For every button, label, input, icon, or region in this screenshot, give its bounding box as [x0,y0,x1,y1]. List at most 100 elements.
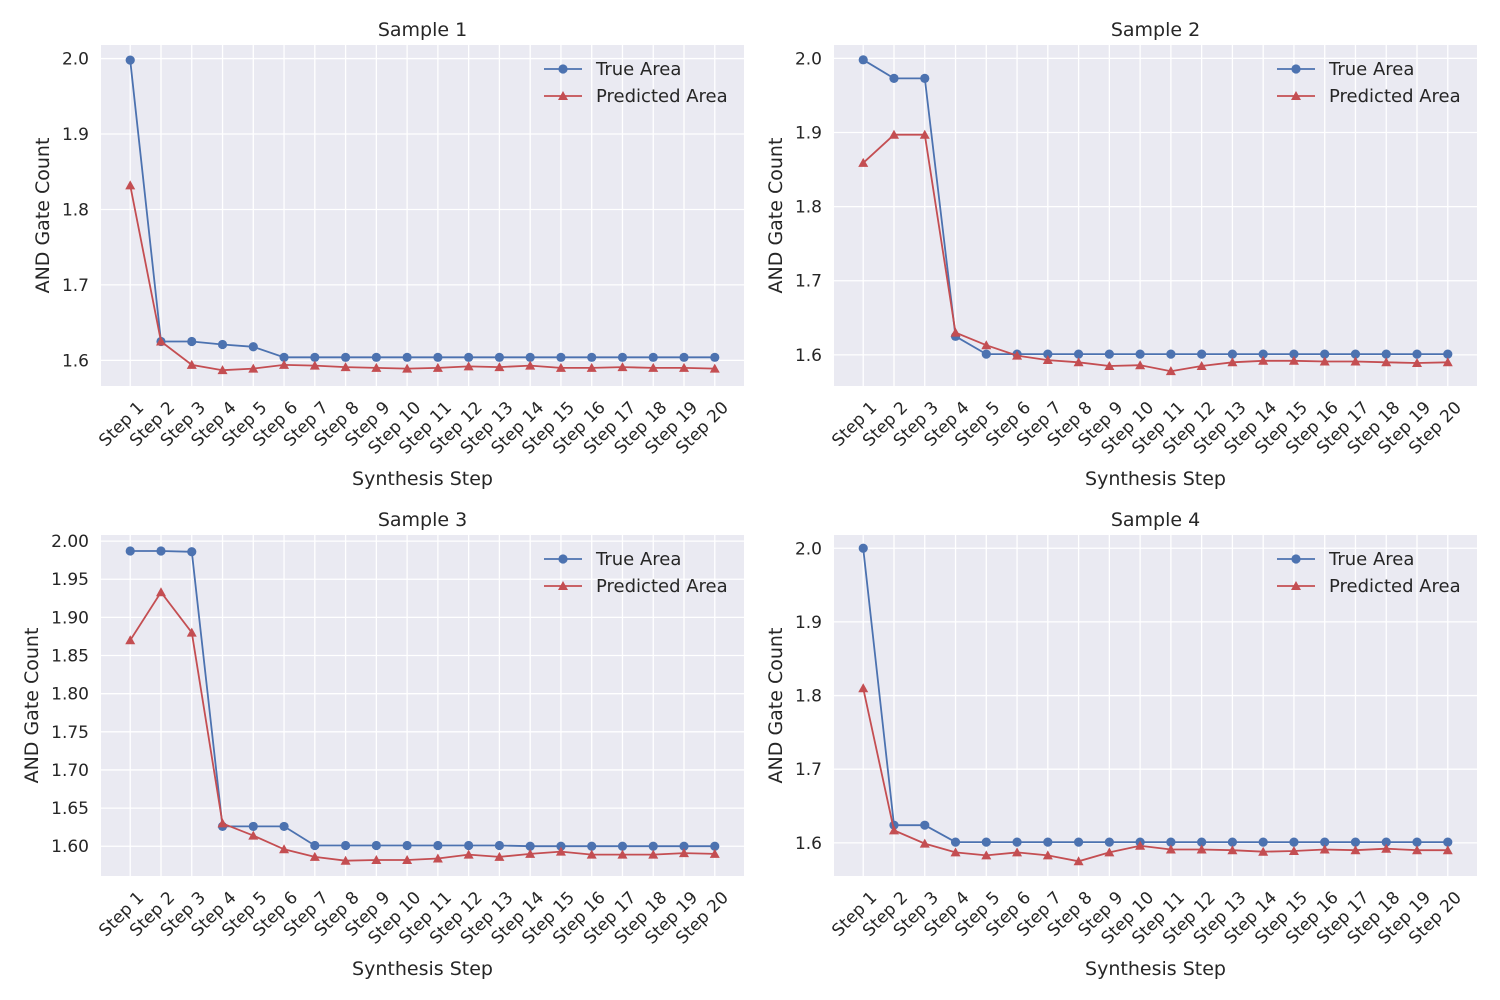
data-point [710,841,720,851]
data-point [1319,356,1330,366]
data-point [464,352,474,362]
data-point [1135,360,1146,370]
y-axis-label: AND Gate Count [21,628,43,784]
data-point [1258,846,1269,856]
data-point [1104,360,1115,370]
data-point [248,363,259,373]
legend: True Area Predicted Area [1277,59,1461,107]
data-point [648,362,659,372]
legend-label: Predicted Area [1329,576,1461,597]
data-point [279,844,290,854]
data-point [1073,856,1084,866]
data-point [1166,837,1176,847]
data-point [1043,837,1053,847]
y-tick-label: 1.6 [62,351,89,371]
data-point [279,359,290,369]
y-tick-label: 2.0 [62,50,89,70]
data-point [1350,837,1361,847]
legend-marker [558,581,568,590]
data-point [1042,850,1053,860]
data-point [371,854,382,864]
data-point [679,362,690,372]
legend-label: True Area [1328,549,1414,570]
y-tick-label: 1.8 [62,200,89,220]
data-point [919,838,930,848]
data-point [648,352,658,362]
data-point [1320,837,1330,847]
data-point [617,849,628,859]
data-point [1012,350,1023,360]
data-point [1135,840,1146,850]
legend-marker [558,554,568,564]
data-point [586,849,597,859]
data-point [432,853,443,863]
y-tick-label: 2.00 [51,532,89,552]
data-point [1350,356,1361,366]
y-tick-label: 1.85 [51,647,89,667]
data-point [340,855,351,865]
series-line [862,133,1448,373]
data-point [1227,845,1238,855]
data-point [888,129,899,139]
data-point [371,840,381,851]
y-axis-label: AND Gate Count [32,138,54,294]
data-point [371,362,382,372]
data-point [1289,837,1299,847]
data-point [433,352,443,362]
series-line [129,60,715,359]
data-point [1042,355,1053,365]
data-point [981,850,992,860]
data-point [525,360,536,370]
data-point [858,683,869,693]
legend-label: True Area [595,59,681,80]
data-point [125,180,136,190]
legend-marker [1291,581,1301,590]
data-point [1227,349,1238,359]
y-tick-label: 1.65 [51,799,89,819]
data-point [858,543,868,553]
data-point [217,365,228,375]
data-point [402,352,412,362]
data-point [1197,349,1207,359]
legend-marker [1291,64,1301,74]
data-point [1104,847,1115,857]
y-tick-label: 1.70 [51,761,89,781]
legend: True Area Predicted Area [544,59,728,107]
data-point [617,841,628,851]
x-axis-label: Synthesis Step [352,958,493,980]
series-line [862,688,1448,863]
data-point [679,841,689,851]
data-point [1258,837,1268,847]
data-point [1412,845,1423,855]
data-point [920,820,930,830]
x-axis-label: Synthesis Step [1085,958,1226,980]
data-point [1319,844,1330,854]
data-point [1442,357,1453,367]
data-point [248,830,259,840]
legend-marker [558,91,568,100]
data-point [494,362,505,372]
data-point [1288,845,1299,855]
series-predicted-area [125,180,720,375]
data-point [433,840,443,851]
data-point [1043,349,1053,359]
data-point [710,352,720,362]
data-point [340,352,351,362]
data-point [1412,349,1422,359]
x-axis-label: Synthesis Step [352,468,493,490]
legend: True Area Predicted Area [544,549,728,597]
data-point [309,360,320,370]
data-point [587,352,597,362]
data-point [1443,837,1453,847]
data-point [340,362,351,372]
y-tick-label: 1.80 [51,685,89,705]
data-point [1165,844,1176,854]
y-tick-label: 1.7 [62,276,89,296]
x-axis-label: Synthesis Step [1085,468,1226,490]
y-tick-label: 1.6 [795,834,822,854]
data-point [1381,357,1392,367]
data-point [1350,349,1361,359]
data-point [217,339,228,350]
